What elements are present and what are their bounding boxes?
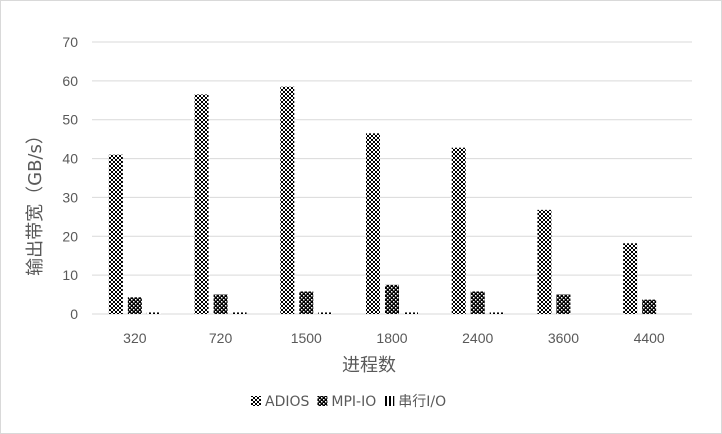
x-tick-label: 720	[209, 330, 233, 346]
y-tick-labels: 0 10 20 30 40 50 60 70	[62, 34, 78, 322]
bar-ADIOS-2400	[451, 147, 466, 314]
legend-swatch-串行I/O	[384, 396, 395, 406]
bar-ADIOS-1800	[366, 133, 380, 314]
bars	[108, 86, 657, 314]
bar-串行I/O-320	[146, 312, 161, 314]
bar-串行I/O-1800	[404, 312, 418, 314]
bar-MPI-IO-320	[127, 297, 142, 314]
gridlines	[92, 41, 692, 315]
x-axis-title: 进程数	[342, 355, 396, 376]
bar-MPI-IO-1800	[385, 284, 399, 314]
bar-串行I/O-720	[232, 312, 247, 314]
y-tick-label: 70	[62, 34, 78, 50]
bar-MPI-IO-4400	[642, 299, 657, 314]
x-tick-label: 4400	[634, 330, 665, 346]
bar-MPI-IO-1500	[299, 291, 314, 314]
y-tick-label: 60	[62, 73, 78, 89]
x-tick-labels: 320 720 1500 1800 2400 3600 4400	[123, 330, 665, 346]
bar-ADIOS-1500	[280, 86, 295, 314]
bar-MPI-IO-3600	[556, 294, 571, 314]
legend-label-ADIOS: ADIOS	[265, 394, 310, 410]
y-tick-label: 50	[62, 112, 78, 128]
legend-swatch-ADIOS	[251, 396, 261, 406]
bar-ADIOS-3600	[537, 209, 552, 314]
x-tick-label: 320	[123, 330, 147, 346]
y-axis-title: 输出带宽（GB/s）	[25, 126, 46, 276]
y-tick-label: 0	[70, 306, 78, 322]
x-tick-label: 2400	[462, 330, 493, 346]
y-tick-label: 30	[62, 189, 78, 205]
bar-MPI-IO-720	[213, 294, 228, 314]
bar-ADIOS-4400	[623, 243, 638, 314]
bar-MPI-IO-2400	[470, 291, 485, 314]
x-tick-label: 1500	[291, 330, 322, 346]
y-tick-label: 20	[62, 228, 78, 244]
legend: ADIOS MPI-IO 串行I/O	[251, 394, 446, 410]
y-tick-label: 10	[62, 267, 78, 283]
x-tick-label: 1800	[376, 330, 407, 346]
x-tick-label: 3600	[548, 330, 579, 346]
bar-ADIOS-320	[108, 154, 123, 314]
y-tick-label: 40	[62, 151, 78, 167]
legend-label-串行I/O: 串行I/O	[398, 394, 446, 410]
legend-label-MPI-IO: MPI-IO	[331, 394, 376, 410]
bar-ADIOS-720	[194, 94, 209, 314]
bar-串行I/O-1500	[318, 312, 333, 314]
legend-swatch-MPI-IO	[317, 396, 328, 406]
bar-串行I/O-2400	[489, 312, 504, 314]
